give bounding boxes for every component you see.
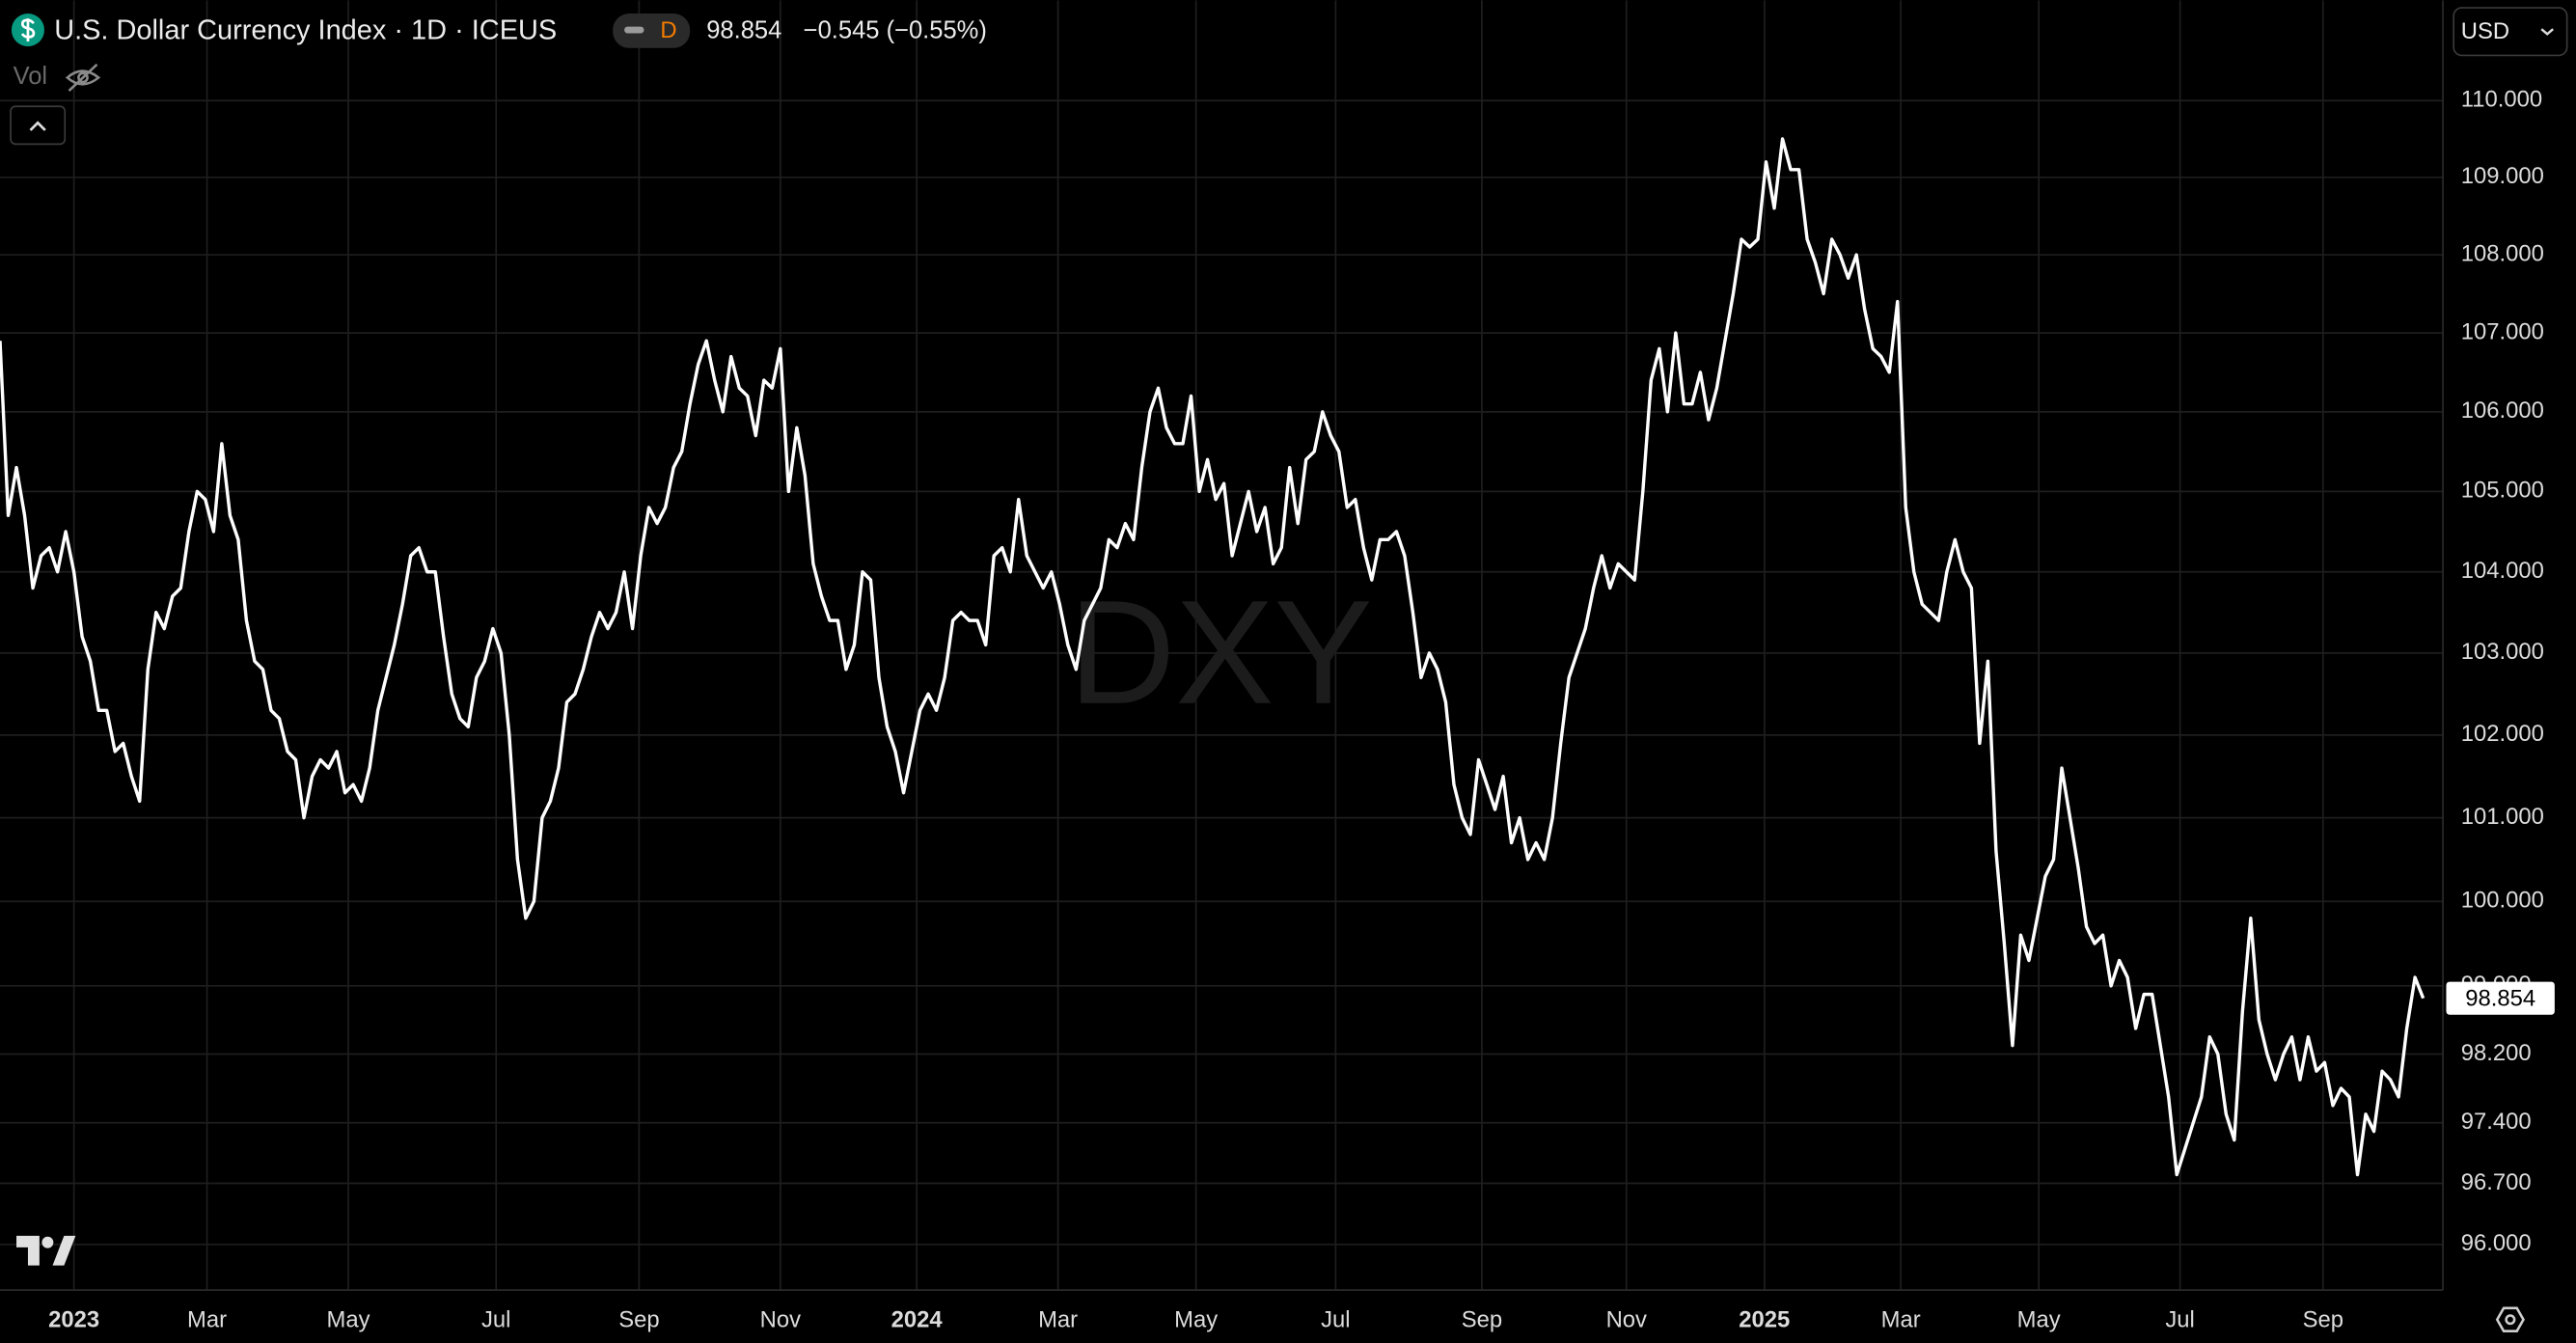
x-tick-label: Mar bbox=[1038, 1307, 1078, 1333]
collapse-icon bbox=[29, 121, 46, 131]
y-tick-label: 97.400 bbox=[2461, 1109, 2532, 1135]
hide-volume-button[interactable] bbox=[65, 63, 101, 92]
x-tick-label: Sep bbox=[1462, 1307, 1502, 1333]
y-tick-label: 108.000 bbox=[2461, 240, 2544, 266]
x-tick-label: Mar bbox=[187, 1307, 227, 1333]
y-tick-label: 100.000 bbox=[2461, 888, 2544, 914]
x-tick-label: 2024 bbox=[891, 1307, 944, 1333]
y-tick-label: 102.000 bbox=[2461, 721, 2544, 747]
x-tick-label: Nov bbox=[760, 1307, 801, 1333]
y-tick-label: 101.000 bbox=[2461, 804, 2544, 830]
last-price-tag bbox=[2446, 981, 2555, 1015]
currency-caret bbox=[2540, 28, 2554, 36]
y-tick-label: 104.000 bbox=[2461, 558, 2544, 584]
x-tick-label: Jul bbox=[2165, 1307, 2194, 1333]
x-tick-label: Sep bbox=[618, 1307, 659, 1333]
grid bbox=[0, 0, 2444, 1291]
x-tick-label: 2025 bbox=[1739, 1307, 1790, 1333]
y-tick-label: 107.000 bbox=[2461, 318, 2544, 344]
gear-center bbox=[2505, 1314, 2516, 1326]
x-tick-label: Jul bbox=[1321, 1307, 1350, 1333]
currency-label: USD bbox=[2461, 18, 2509, 44]
logo-part bbox=[52, 1235, 76, 1266]
x-tick-label: Jul bbox=[481, 1307, 510, 1333]
logo-part bbox=[41, 1236, 54, 1248]
currency-select[interactable] bbox=[2453, 7, 2568, 57]
x-tick-label: Mar bbox=[1881, 1307, 1921, 1333]
settings-button[interactable] bbox=[2495, 1306, 2525, 1332]
eye-slash bbox=[68, 63, 98, 92]
y-tick-label: 103.000 bbox=[2461, 639, 2544, 665]
last-price-label: 98.854 bbox=[2465, 986, 2535, 1012]
interval-badge: D bbox=[660, 17, 676, 43]
header-change: −0.545 (−0.55%) bbox=[804, 17, 987, 44]
y-tick-label: 106.000 bbox=[2461, 397, 2544, 424]
logo-part bbox=[16, 1235, 40, 1266]
x-tick-label: May bbox=[1174, 1307, 1218, 1333]
x-tick-label: May bbox=[2017, 1307, 2061, 1333]
x-tick-label: May bbox=[326, 1307, 370, 1333]
price-line bbox=[0, 137, 2425, 1177]
tradingview-logo bbox=[16, 1235, 76, 1266]
watermark: DXY bbox=[1069, 570, 1373, 735]
y-tick-label: 109.000 bbox=[2461, 163, 2544, 189]
y-tick-label: 96.700 bbox=[2461, 1169, 2532, 1195]
symbol-title[interactable]: U.S. Dollar Currency Index · 1D · ICEUS bbox=[54, 14, 557, 45]
interval-pill[interactable] bbox=[613, 14, 691, 48]
plot bbox=[0, 137, 2425, 1177]
pill-dash bbox=[624, 26, 644, 34]
volume-label: Vol bbox=[14, 63, 48, 90]
x-tick-label: Sep bbox=[2303, 1307, 2343, 1333]
header-price: 98.854 bbox=[706, 17, 781, 44]
symbol-icon-glyph bbox=[20, 18, 36, 41]
y-tick-label: 105.000 bbox=[2461, 478, 2544, 504]
y-tick-label: 96.000 bbox=[2461, 1230, 2532, 1256]
gear-icon bbox=[2495, 1306, 2525, 1332]
x-tick-label: 2023 bbox=[48, 1307, 99, 1333]
collapse-button[interactable] bbox=[10, 105, 67, 146]
y-tick-label: 98.200 bbox=[2461, 1040, 2532, 1066]
y-tick-label: 110.000 bbox=[2461, 87, 2542, 113]
eye-pupil bbox=[77, 71, 89, 84]
x-tick-label: Nov bbox=[1606, 1307, 1647, 1333]
axes: 110.000 109.000 108.000 107.000 106.000 105.0… bbox=[48, 87, 2555, 1333]
